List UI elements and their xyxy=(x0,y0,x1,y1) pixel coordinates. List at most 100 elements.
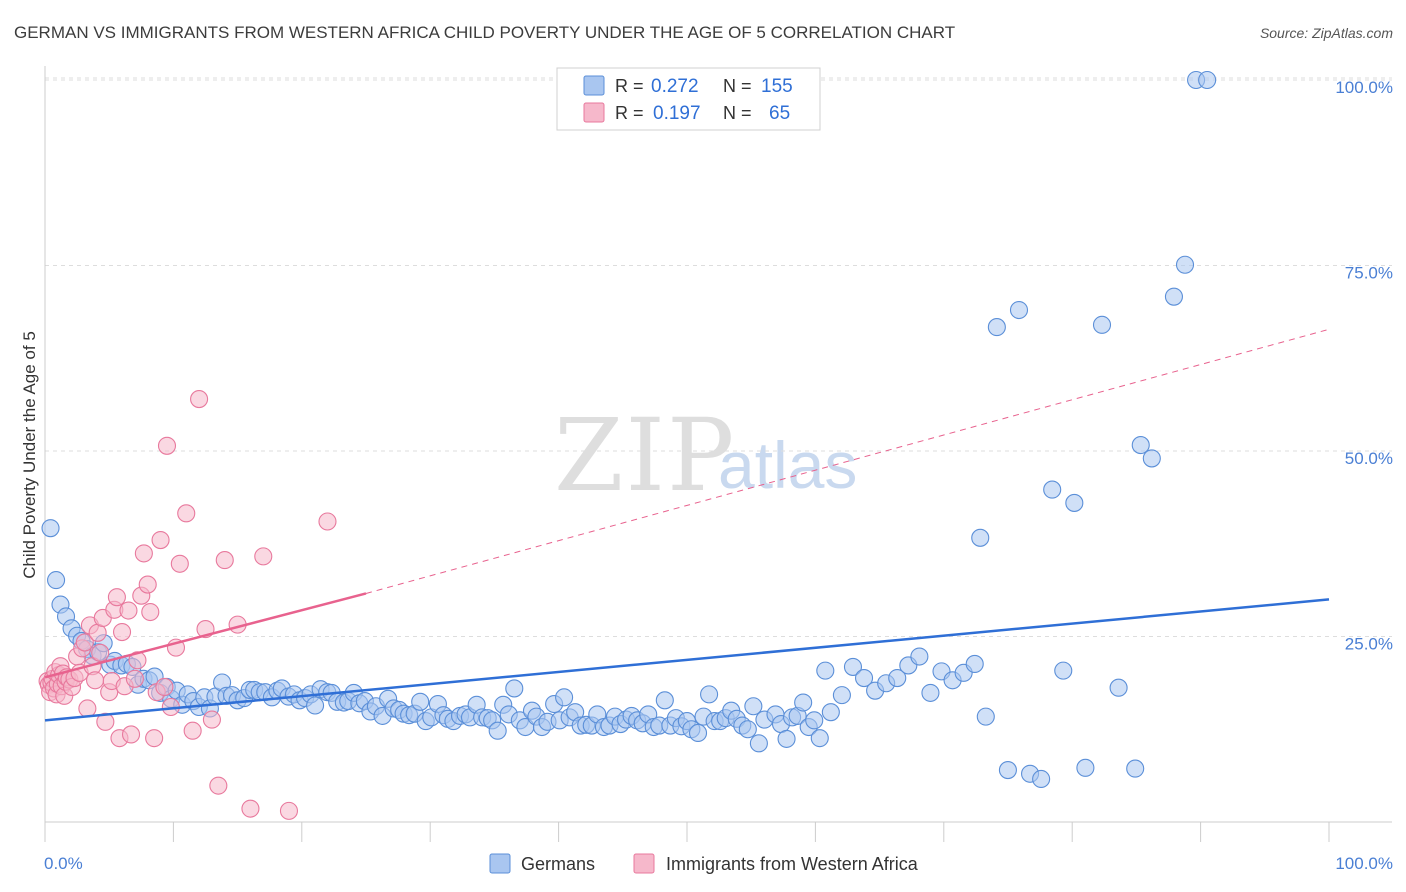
point-germans xyxy=(965,654,984,674)
point-germans xyxy=(505,679,524,698)
point-germans xyxy=(655,691,674,710)
point-germans xyxy=(810,729,829,748)
point-western-africa xyxy=(86,671,105,690)
y-tick-label: 50.0% xyxy=(1345,449,1393,468)
point-germans xyxy=(888,669,907,688)
legend-n-label-2: N = xyxy=(723,103,752,123)
legend-r-label-1: R = xyxy=(615,76,644,96)
point-germans xyxy=(910,647,929,666)
point-western-africa xyxy=(125,669,144,688)
point-germans xyxy=(1043,480,1062,499)
point-western-africa xyxy=(183,721,202,740)
tick-labels: 25.0% 50.0% 75.0% 100.0% 0.0% 100.0% xyxy=(44,78,1393,873)
x-tick-label: 100.0% xyxy=(1335,854,1393,873)
point-germans xyxy=(971,528,990,547)
point-western-africa xyxy=(241,799,260,818)
point-western-africa xyxy=(134,544,153,563)
point-western-africa xyxy=(209,776,228,795)
legend-swatch-germans xyxy=(583,75,605,96)
legend-n-value-germans: 155 xyxy=(761,76,793,97)
point-germans xyxy=(1175,255,1195,274)
point-germans xyxy=(47,571,66,590)
legend-n-value-western-africa: 65 xyxy=(769,103,790,124)
trendline-western-africa xyxy=(44,592,367,679)
point-western-africa xyxy=(155,677,174,697)
bottom-legend-germans: Germans xyxy=(521,854,595,874)
series-germans xyxy=(41,70,1217,789)
point-western-africa xyxy=(107,588,126,607)
point-western-africa xyxy=(78,699,97,718)
legend-r-value-germans: 0.272 xyxy=(651,76,699,97)
legend-swatch-western-africa xyxy=(583,102,605,123)
x-tick-label: 0.0% xyxy=(44,854,83,873)
point-germans xyxy=(998,761,1017,780)
point-germans xyxy=(1032,769,1051,789)
source-label: Source: ZipAtlas.com xyxy=(1260,25,1393,41)
bottom-legend-swatch-western-africa xyxy=(633,853,655,874)
point-germans xyxy=(843,657,863,676)
point-western-africa xyxy=(202,710,221,729)
y-tick-label: 25.0% xyxy=(1345,635,1393,654)
point-germans xyxy=(1131,436,1150,455)
point-germans xyxy=(41,519,60,538)
series-western-africa xyxy=(38,390,337,820)
trendline-western-africa-extension xyxy=(365,328,1330,594)
point-western-africa xyxy=(157,436,177,455)
watermark-zip: ZIP xyxy=(554,397,736,514)
point-germans xyxy=(1054,661,1073,680)
point-western-africa xyxy=(119,601,138,620)
point-western-africa xyxy=(177,504,196,523)
point-germans xyxy=(744,697,763,716)
point-western-africa xyxy=(215,551,234,570)
point-western-africa xyxy=(151,530,170,550)
point-germans xyxy=(700,685,719,704)
point-germans xyxy=(411,692,430,711)
point-germans xyxy=(1076,758,1095,777)
point-western-africa xyxy=(190,390,209,409)
point-germans xyxy=(921,683,940,702)
point-germans xyxy=(1142,449,1161,468)
point-germans xyxy=(832,686,851,705)
point-western-africa xyxy=(75,633,94,652)
point-germans xyxy=(1065,493,1084,512)
point-western-africa xyxy=(254,547,273,566)
point-germans xyxy=(777,729,796,748)
point-western-africa xyxy=(318,512,337,531)
point-western-africa xyxy=(145,729,164,748)
point-western-africa xyxy=(170,554,189,573)
point-western-africa xyxy=(279,801,299,820)
bottom-legend-swatch-germans xyxy=(489,853,511,874)
point-western-africa xyxy=(112,622,132,642)
point-germans xyxy=(1198,70,1217,90)
trendline-germans xyxy=(44,598,1330,722)
point-germans xyxy=(749,734,768,753)
point-germans xyxy=(738,720,757,739)
point-germans xyxy=(688,723,708,743)
top-legend: R = 0.272 N = 155 R = 0.197 N = 65 xyxy=(556,67,821,131)
point-germans xyxy=(805,711,824,730)
point-germans xyxy=(1164,287,1183,306)
y-tick-label: 100.0% xyxy=(1335,78,1393,97)
point-germans xyxy=(1092,315,1112,334)
y-tick-label: 75.0% xyxy=(1345,264,1393,283)
point-germans xyxy=(1126,759,1145,778)
point-western-africa xyxy=(91,643,110,662)
point-germans xyxy=(555,688,574,707)
series-layer xyxy=(38,70,1330,820)
bottom-legend: Germans Immigrants from Western Africa xyxy=(489,853,919,874)
legend-n-label-1: N = xyxy=(723,76,752,96)
point-western-africa xyxy=(128,651,147,670)
point-germans xyxy=(1009,300,1029,320)
point-germans xyxy=(976,707,995,726)
point-germans xyxy=(816,661,835,680)
legend-r-label-2: R = xyxy=(615,103,644,123)
chart-title: GERMAN VS IMMIGRANTS FROM WESTERN AFRICA… xyxy=(14,23,955,42)
point-germans xyxy=(987,318,1006,337)
point-western-africa xyxy=(138,575,157,594)
point-germans xyxy=(1109,678,1128,697)
point-germans xyxy=(794,693,813,712)
point-germans xyxy=(306,696,325,715)
point-germans xyxy=(854,669,874,688)
point-western-africa xyxy=(121,725,141,744)
